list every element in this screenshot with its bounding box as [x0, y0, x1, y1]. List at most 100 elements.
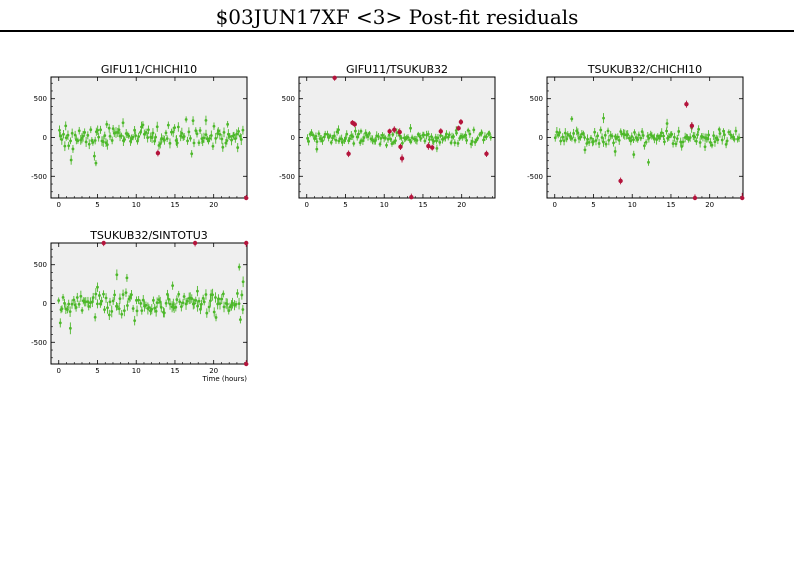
residual-point [103, 308, 106, 311]
residual-point [135, 309, 139, 313]
residual-point [57, 299, 61, 302]
residual-point [455, 131, 458, 135]
residual-point [359, 129, 363, 133]
residual-point [614, 137, 618, 141]
residual-point [77, 302, 81, 306]
residual-point [177, 292, 181, 296]
residual-point [559, 139, 563, 143]
flagged-point [426, 143, 431, 149]
residual-point [196, 289, 199, 293]
residual-point [178, 300, 182, 304]
residual-point [599, 128, 603, 132]
residual-point [201, 140, 205, 143]
residual-point [158, 142, 162, 146]
residual-point [77, 129, 81, 133]
residual-point [115, 273, 119, 277]
residual-point [236, 146, 240, 149]
residual-point [180, 131, 184, 135]
residual-point [596, 134, 600, 138]
residual-point [214, 316, 218, 319]
residual-point [227, 309, 231, 313]
residual-point [602, 116, 605, 120]
residual-point [237, 302, 241, 306]
residual-point [63, 301, 66, 305]
residual-point [175, 141, 179, 145]
residual-point [355, 135, 359, 139]
residual-point [655, 138, 658, 142]
residual-point [123, 138, 126, 141]
residual-point [237, 130, 240, 133]
residual-point [470, 140, 474, 143]
residual-point [693, 135, 697, 139]
residual-point [430, 135, 433, 139]
residual-point [191, 119, 195, 123]
residual-point [632, 138, 635, 142]
y-tick-label: -500 [31, 339, 47, 347]
residual-point [91, 140, 95, 144]
residual-point [197, 299, 201, 303]
residual-point [237, 265, 241, 269]
residual-point [556, 133, 560, 137]
flagged-point [244, 195, 249, 201]
residual-point [232, 133, 236, 137]
residual-point [383, 136, 387, 140]
residual-point [182, 295, 186, 298]
residual-point [153, 306, 157, 310]
residual-point [182, 135, 186, 138]
residual-point [687, 138, 691, 141]
residual-point [438, 140, 442, 144]
residual-point [70, 302, 74, 306]
x-tick-label: 0 [553, 201, 557, 209]
residual-point [406, 136, 410, 139]
residual-point [469, 142, 473, 146]
residual-point [331, 136, 334, 140]
y-tick-label: 0 [291, 134, 295, 142]
residual-point [422, 133, 426, 137]
residual-point [399, 136, 403, 140]
residual-point [647, 160, 650, 164]
residual-point [410, 136, 414, 140]
y-tick-label: 500 [34, 95, 47, 103]
residual-point [332, 134, 336, 138]
flagged-point [438, 129, 443, 134]
residual-point [168, 141, 172, 145]
residual-point [140, 309, 144, 313]
residual-point [381, 133, 384, 137]
residual-point [555, 130, 559, 134]
residual-point [344, 137, 347, 141]
residual-point [732, 137, 736, 141]
residual-point [198, 129, 202, 132]
residual-point [594, 139, 598, 142]
residual-point [723, 133, 726, 137]
residual-point [137, 135, 141, 138]
flagged-point [398, 144, 403, 150]
residual-point [558, 131, 562, 134]
residual-point [569, 134, 572, 138]
residual-point [716, 138, 720, 142]
residual-point [398, 134, 402, 138]
residual-point [466, 129, 470, 132]
residual-point [563, 131, 567, 135]
residual-point [667, 135, 671, 139]
residual-point [637, 133, 641, 137]
residual-point [93, 315, 97, 319]
residual-point [173, 126, 177, 130]
residual-point [385, 143, 388, 147]
residual-point [387, 133, 391, 137]
y-tick-label: 500 [530, 95, 543, 103]
x-tick-label: 0 [57, 201, 61, 209]
residual-point [105, 122, 109, 126]
residual-point [665, 122, 669, 125]
residual-point [708, 140, 712, 144]
residual-point [394, 139, 397, 143]
residual-point [419, 137, 423, 140]
residual-point [698, 141, 702, 144]
residual-point [627, 136, 631, 140]
residual-point [436, 136, 440, 140]
residual-point [84, 300, 88, 304]
residual-point [128, 296, 132, 299]
residual-point [101, 140, 105, 143]
residual-point [217, 297, 220, 301]
flagged-point [430, 145, 435, 150]
residual-point [626, 133, 630, 136]
